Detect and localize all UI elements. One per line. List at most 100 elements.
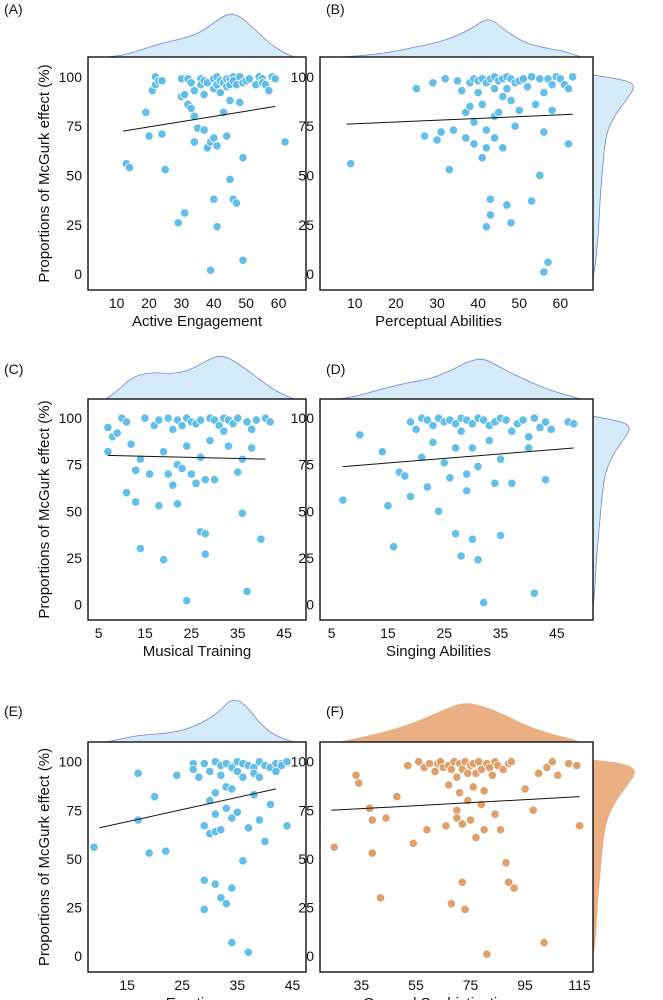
data-point <box>484 435 494 446</box>
data-point <box>103 447 113 457</box>
data-point <box>482 949 492 959</box>
top-density <box>338 703 581 742</box>
data-point <box>543 257 553 267</box>
data-point <box>526 196 537 206</box>
data-point <box>264 86 274 96</box>
data-point <box>216 825 226 835</box>
data-point <box>432 135 442 145</box>
data-point <box>504 877 514 887</box>
data-point <box>501 858 511 868</box>
data-point <box>479 825 489 835</box>
data-point <box>563 84 574 94</box>
data-point <box>265 799 276 810</box>
x-tick-label: 40 <box>470 295 486 311</box>
data-point <box>522 82 533 92</box>
data-point <box>329 842 339 852</box>
data-point <box>237 508 247 518</box>
data-point <box>216 893 226 903</box>
data-point <box>495 825 506 835</box>
x-axis-label: Emotions <box>166 995 229 1000</box>
data-point <box>568 72 578 82</box>
top-density <box>337 19 582 58</box>
x-tick-label: 35 <box>493 625 509 641</box>
plot-frame <box>319 56 594 291</box>
panel-label: (B) <box>326 1 345 17</box>
data-point <box>133 768 143 778</box>
data-point <box>196 415 206 425</box>
data-point <box>200 549 210 559</box>
data-point <box>444 780 454 790</box>
data-point <box>485 194 496 204</box>
data-point <box>282 757 292 767</box>
data-point <box>460 904 470 915</box>
data-point <box>424 759 435 769</box>
top-density <box>104 355 295 400</box>
data-point <box>191 478 201 488</box>
data-point <box>448 125 459 135</box>
data-point <box>528 805 538 815</box>
y-tick-label: 100 <box>291 410 315 426</box>
y-tick-label: 75 <box>298 118 314 134</box>
panel-b: 0 25 50 75 100 10 20 30 40 50 60 Perceptual Abiliti… <box>291 1 634 330</box>
data-point <box>574 821 585 831</box>
data-point <box>495 530 506 541</box>
data-point <box>172 770 182 780</box>
data-point <box>414 757 424 767</box>
x-tick-label: 40 <box>206 295 222 311</box>
data-point <box>462 469 472 479</box>
data-point <box>209 475 220 485</box>
data-point <box>403 760 413 771</box>
data-point <box>485 210 496 220</box>
data-point <box>355 430 365 440</box>
data-point <box>231 198 242 208</box>
data-point <box>456 551 466 561</box>
x-axis-label: General Sophistication <box>363 995 514 1000</box>
data-point <box>243 947 253 957</box>
x-tick-label: 95 <box>517 977 533 993</box>
data-point <box>205 265 216 275</box>
data-point <box>144 848 154 858</box>
data-point <box>140 413 150 423</box>
data-point <box>173 218 183 228</box>
data-point <box>131 465 141 475</box>
data-point <box>463 795 473 806</box>
fit-line <box>123 105 276 132</box>
data-point <box>440 74 450 84</box>
data-point <box>232 807 242 817</box>
data-point <box>452 76 463 86</box>
x-tick-label: 5 <box>328 625 336 641</box>
x-tick-label: 35 <box>354 977 370 993</box>
data-point <box>238 772 248 782</box>
data-point <box>477 99 487 110</box>
data-point <box>428 437 438 447</box>
data-point <box>168 424 178 434</box>
fit-line <box>346 113 573 125</box>
x-tick-label: 30 <box>174 295 190 311</box>
data-point <box>235 97 245 108</box>
data-point <box>481 125 491 135</box>
y-tick-label: 50 <box>66 851 82 867</box>
plot-frame <box>319 741 594 973</box>
y-tick-label: 0 <box>306 948 314 964</box>
y-tick-label: 25 <box>298 900 314 916</box>
data-point <box>199 875 209 885</box>
data-point <box>205 766 215 776</box>
panel-label: (C) <box>4 361 23 377</box>
data-point <box>540 417 551 427</box>
x-tick-label: 25 <box>174 977 190 993</box>
data-point <box>227 883 237 893</box>
data-point <box>539 267 549 277</box>
data-point <box>221 803 231 813</box>
data-point <box>157 129 167 139</box>
y-axis-label: Proportions of McGurk effect (%) <box>36 400 53 618</box>
x-tick-label: 25 <box>436 625 452 641</box>
panel-f: 0 25 50 75 100 35 55 75 95 115 General Sophisticat… <box>291 703 635 1000</box>
data-point <box>145 469 155 479</box>
data-point <box>225 95 235 106</box>
data-point <box>194 772 204 782</box>
data-point <box>89 842 99 852</box>
x-tick-label: 50 <box>511 295 527 311</box>
data-point <box>461 133 471 143</box>
right-density <box>592 74 634 277</box>
fit-line <box>331 796 580 811</box>
